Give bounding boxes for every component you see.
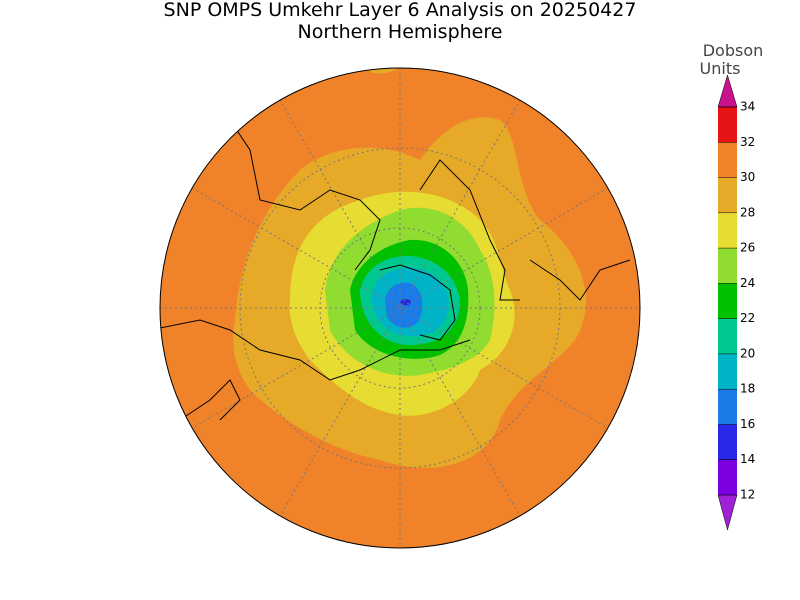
colorbar-swatch bbox=[718, 248, 737, 284]
coastlines bbox=[160, 119, 631, 421]
ozone-16-18 bbox=[385, 282, 423, 328]
colorbar: 12 14 16 18 20 22 24 26 28 30 32 34 bbox=[717, 74, 755, 531]
colorbar-swatch bbox=[718, 318, 737, 354]
colorbar-swatch bbox=[718, 389, 737, 425]
colorbar-tick-label: 34 bbox=[740, 100, 755, 114]
colorbar-tick-label: 12 bbox=[740, 488, 755, 502]
colorbar-tick-label: 32 bbox=[740, 135, 755, 149]
colorbar-swatch bbox=[718, 177, 737, 213]
colorbar-swatch bbox=[718, 283, 737, 319]
colorbar-swatch bbox=[718, 142, 737, 178]
colorbar-extend-low bbox=[717, 494, 738, 531]
colorbar-tick-label: 22 bbox=[740, 311, 755, 325]
colorbar-swatch bbox=[718, 107, 737, 143]
colorbar-tick-label: 20 bbox=[740, 346, 755, 360]
subtitle: Northern Hemisphere bbox=[298, 21, 503, 43]
colorbar-tick-label: 30 bbox=[740, 170, 755, 184]
colorbar-tick-label: 18 bbox=[740, 382, 755, 396]
colorbar-swatch bbox=[718, 212, 737, 249]
colorbar-label: Units bbox=[700, 59, 741, 78]
map-border bbox=[159, 67, 641, 549]
colorbar-label: Dobson bbox=[703, 41, 764, 60]
polar-map bbox=[160, 68, 640, 548]
colorbar-tick-label: 24 bbox=[740, 276, 755, 290]
colorbar-extend-high bbox=[717, 74, 738, 108]
colorbar-tick-label: 28 bbox=[740, 205, 755, 219]
colorbar-swatch bbox=[718, 353, 737, 390]
graticule bbox=[160, 68, 640, 548]
colorbar-swatch bbox=[718, 459, 737, 495]
title: SNP OMPS Umkehr Layer 6 Analysis on 2025… bbox=[164, 0, 637, 21]
colorbar-tick-label: 16 bbox=[740, 417, 755, 431]
colorbar-swatch bbox=[718, 424, 737, 460]
colorbar-tick-label: 26 bbox=[740, 241, 755, 255]
colorbar-tick-label: 14 bbox=[740, 452, 755, 466]
